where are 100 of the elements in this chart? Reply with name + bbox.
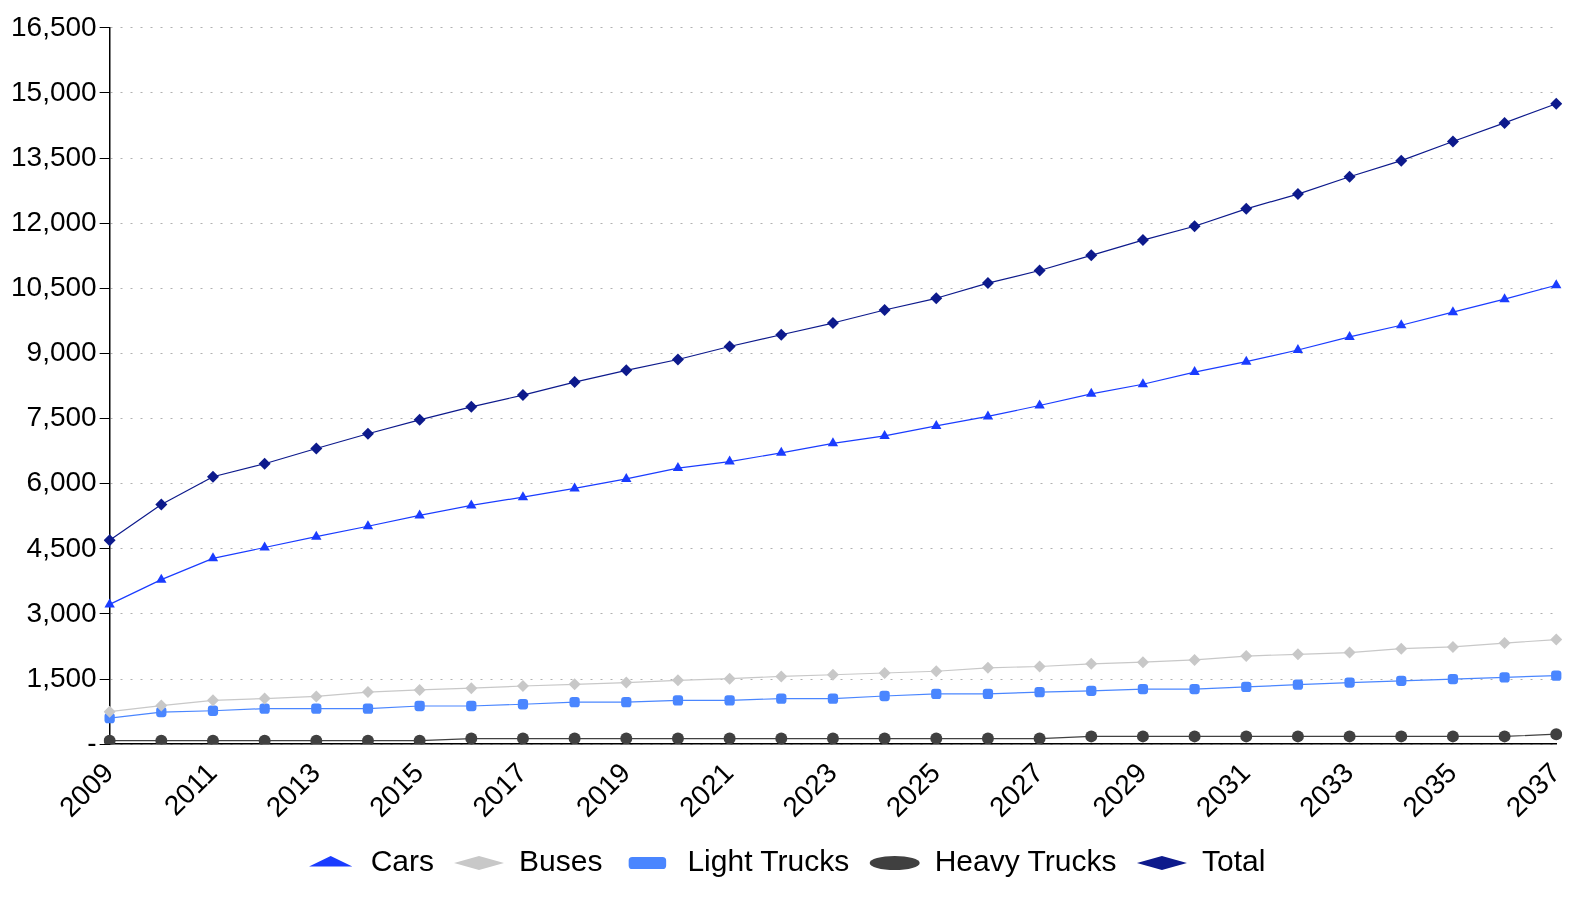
point — [362, 703, 374, 714]
point — [723, 732, 736, 745]
point — [310, 690, 323, 703]
point — [672, 695, 684, 706]
point — [466, 700, 477, 712]
point — [413, 683, 426, 696]
point — [1395, 730, 1408, 743]
point — [206, 470, 219, 483]
point — [1188, 653, 1201, 666]
point — [207, 552, 219, 562]
point — [1033, 732, 1046, 745]
y-tick-label: - — [87, 726, 97, 758]
y-tick-label: 4,500 — [26, 531, 97, 563]
point — [981, 661, 994, 674]
point — [517, 699, 529, 710]
point — [1343, 730, 1356, 743]
point — [568, 678, 581, 691]
y-tick-label: 10,500 — [11, 271, 97, 303]
point — [362, 520, 374, 530]
point — [1395, 154, 1408, 167]
point — [1550, 728, 1563, 741]
point — [982, 410, 994, 420]
point — [414, 700, 425, 712]
point — [775, 328, 788, 341]
y-tick-label: 16,500 — [11, 10, 97, 42]
y-tick-label: 7,500 — [26, 401, 97, 433]
point — [1291, 188, 1304, 201]
point — [931, 688, 942, 699]
point — [1137, 378, 1149, 388]
point — [620, 732, 633, 745]
y-tick-label: 15,000 — [11, 75, 97, 107]
point — [930, 665, 943, 678]
point — [776, 446, 787, 456]
point — [1034, 686, 1045, 698]
point — [1086, 387, 1097, 397]
point — [1550, 633, 1563, 646]
point — [206, 734, 219, 745]
point — [1085, 657, 1098, 670]
point — [258, 457, 271, 470]
y-tick-label: 1,500 — [26, 661, 97, 693]
point — [413, 413, 426, 426]
point — [155, 498, 168, 511]
point — [1447, 306, 1459, 316]
point — [671, 732, 684, 745]
point — [1188, 220, 1201, 233]
point — [775, 670, 788, 683]
point — [516, 680, 529, 693]
point — [879, 690, 890, 702]
point — [1136, 234, 1149, 247]
point — [930, 292, 943, 305]
point — [724, 455, 735, 465]
point — [516, 389, 529, 402]
point — [103, 734, 116, 745]
point — [1034, 399, 1045, 409]
point — [1292, 343, 1304, 353]
point — [1446, 135, 1459, 148]
point — [826, 668, 839, 681]
point — [620, 676, 633, 689]
point — [1240, 202, 1253, 215]
point — [310, 442, 323, 455]
point — [311, 703, 322, 714]
point — [1241, 681, 1252, 693]
point — [930, 732, 943, 745]
point — [1498, 730, 1511, 743]
point — [155, 699, 168, 712]
point — [1446, 640, 1459, 653]
point — [775, 732, 788, 745]
point — [568, 732, 581, 745]
point — [103, 705, 116, 718]
point — [311, 530, 322, 540]
point — [621, 696, 632, 708]
point — [1188, 730, 1201, 743]
point — [827, 437, 839, 447]
point — [776, 693, 787, 704]
point — [1551, 279, 1562, 289]
point — [981, 732, 994, 745]
legend-label: Heavy Trucks — [934, 844, 1117, 878]
point — [1136, 656, 1149, 669]
point — [878, 666, 891, 679]
point — [361, 686, 374, 699]
point — [620, 364, 633, 377]
point — [1085, 730, 1098, 743]
point — [1240, 730, 1253, 743]
legend-label: Light Trucks — [687, 844, 850, 878]
y-tick-label: 9,000 — [26, 336, 97, 368]
point — [569, 696, 580, 708]
point — [206, 694, 219, 707]
point — [258, 734, 271, 745]
point — [878, 732, 891, 745]
point — [1136, 730, 1149, 743]
point — [1189, 366, 1200, 376]
point — [1498, 637, 1511, 650]
point — [516, 732, 529, 745]
point — [413, 734, 426, 745]
point — [465, 682, 478, 695]
point — [1498, 116, 1511, 129]
point — [1446, 730, 1459, 743]
y-tick-label: 12,000 — [11, 205, 97, 237]
point — [1344, 677, 1355, 688]
point — [259, 541, 270, 551]
